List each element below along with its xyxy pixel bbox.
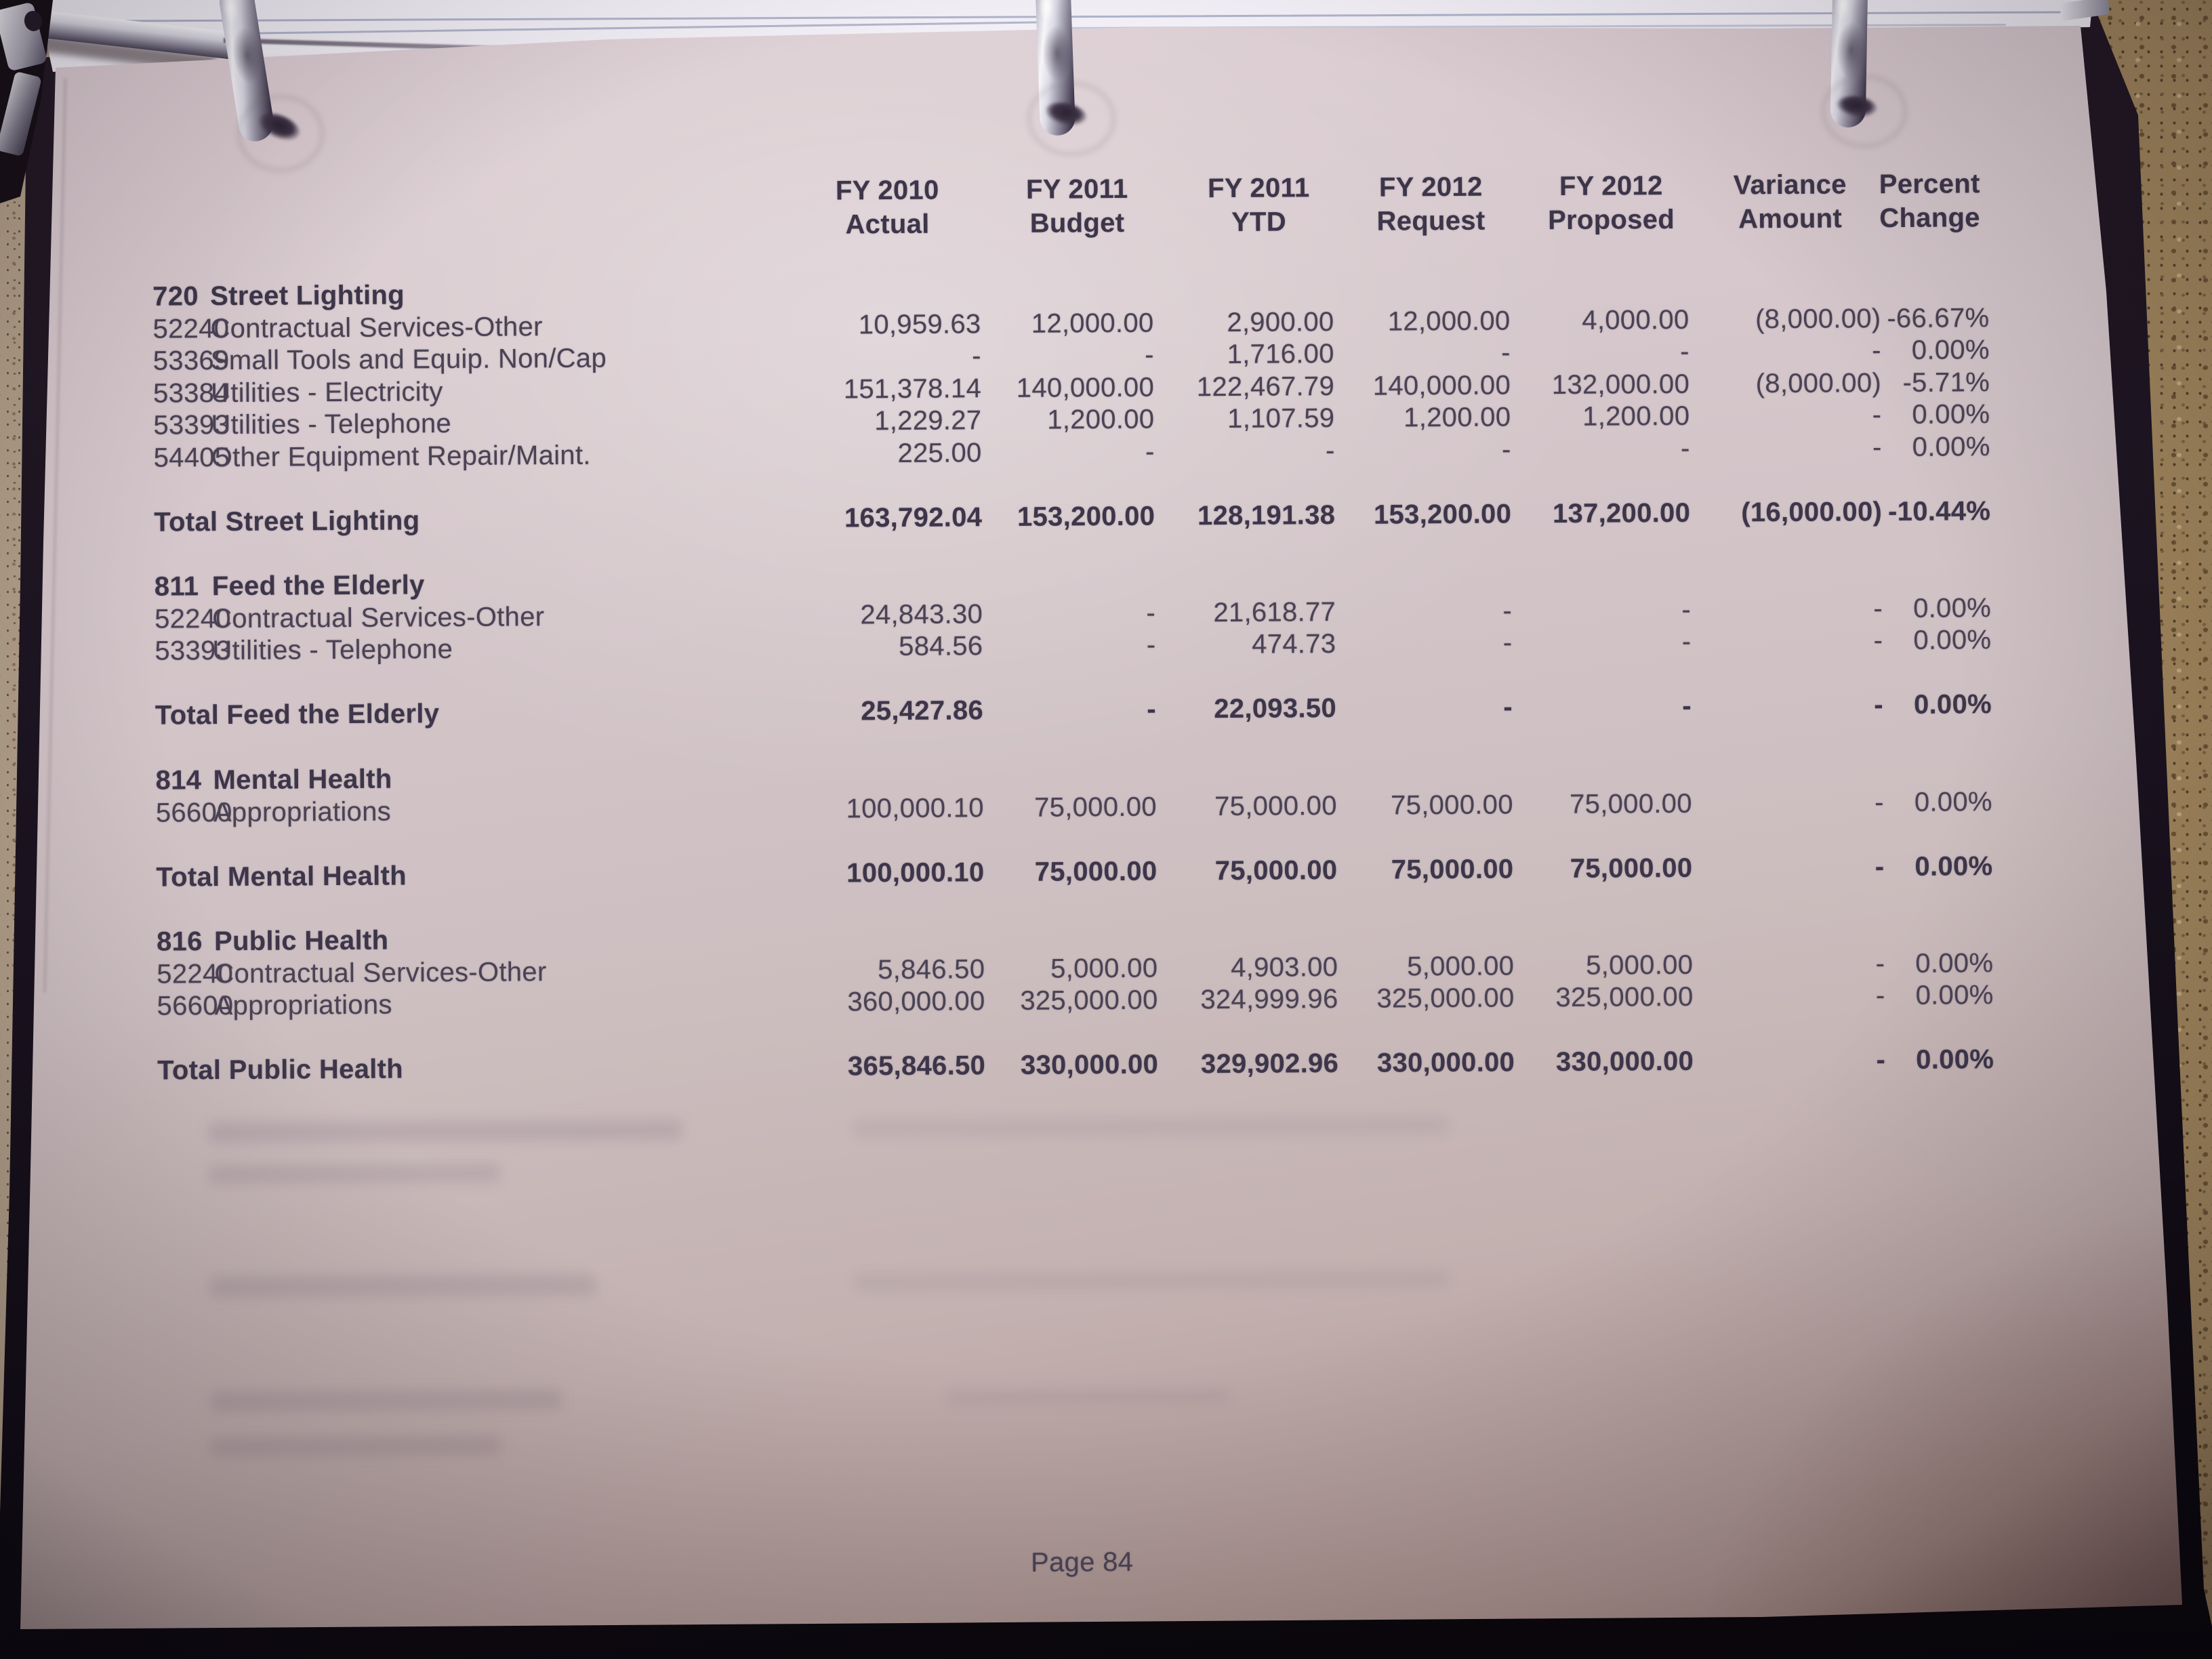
total-label: Total Public Health [157,1054,404,1086]
total-amount-cell: 0.00% [1914,851,1993,882]
account-label: Utilities - Telephone [212,634,453,666]
amount-cell: -5.71% [1902,367,1990,398]
bleedthrough-smudge [209,1273,596,1298]
total-label: Total Feed the Elderly [155,699,440,731]
amount-cell: 0.00% [1915,947,1994,979]
bleedthrough-smudge [852,1115,1449,1139]
amount-cell: 0.00% [1912,432,1990,462]
bleedthrough-smudge [210,1435,502,1457]
section-title: Feed the Elderly [211,570,425,602]
total-label: Total Mental Health [156,861,407,893]
budget-section: 811 Feed the Elderly 52240 Contractual Serv… [60,560,2060,734]
amount-cell: 0.00% [1911,335,1990,366]
amount-cell: -66.67% [1887,302,1990,333]
budget-section: 816 Public Health 52240 Contractual Service… [62,916,2062,1089]
section-title: Mental Health [213,764,392,796]
amount-cell: 0.00% [1915,980,1994,1011]
account-label: Appropriations [214,989,392,1021]
bleedthrough-smudge [210,1389,563,1412]
account-label: Contractual Services-Other [214,956,547,989]
section-code: 811 [154,571,199,602]
account-label: Contractual Services-Other [210,311,543,344]
section-title: Public Health [213,925,389,957]
amount-cell: 0.00% [1912,399,1990,430]
section-code: 816 [156,926,203,957]
account-label: Other Equipment Repair/Maint. [211,440,591,473]
amount-cell: 0.00% [1913,592,1992,623]
section-code: 814 [155,765,202,796]
bleedthrough-smudge [853,1270,1450,1292]
column-header: Change [1879,203,1980,234]
column-header: Percent [1879,169,1980,200]
section-title: Street Lighting [210,280,405,312]
account-label: Contractual Services-Other [211,601,545,634]
account-label: Appropriations [213,796,392,827]
total-amount-cell: -10.44% [1887,496,1991,527]
ring-hole-impression [237,95,324,172]
ring-hole-impression [1822,75,1907,148]
ring-hole-impression [1027,81,1115,156]
total-amount-cell: 0.00% [1913,689,1992,720]
bleedthrough-smudge [945,1388,1231,1406]
amount-cell: 0.00% [1914,786,1992,817]
budget-section: 720 Street Lighting 52240 Contractual Servi… [58,270,2058,541]
account-label: Utilities - Telephone [211,409,452,441]
amount-cell: 0.00% [1913,625,1992,656]
section-code: 720 [152,281,199,312]
total-label: Total Street Lighting [154,506,420,537]
total-amount-cell: 0.00% [1916,1044,1994,1076]
page-number: Page 84 [1030,1547,1134,1578]
account-label: Utilities - Electricity [210,376,443,408]
bleedthrough-smudge [208,1118,683,1144]
bleedthrough-smudge [209,1163,501,1185]
sheet-content: FY 2010 Actual FY 2011 Budget FY 2011 YTD FY 2… [56,0,2066,1659]
budget-section: 814 Mental Health 56600 Appropriations 100,0… [60,754,2060,895]
account-label: Small Tools and Equip. Non/Cap [210,343,607,376]
